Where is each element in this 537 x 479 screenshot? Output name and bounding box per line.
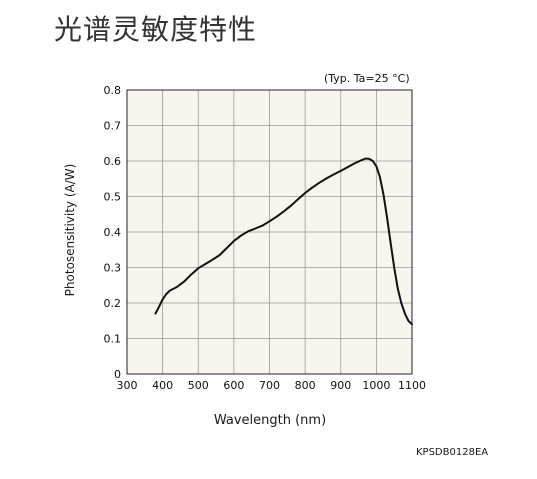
photosensitivity-curve — [154, 157, 413, 326]
x-tick-label: 500 — [188, 379, 209, 392]
plot-frame — [126, 89, 413, 375]
y-tick-labels: 0 0.1 0.2 0.3 0.4 0.5 0.6 0.7 0.8 — [104, 84, 122, 381]
y-tick-label: 0.6 — [104, 155, 122, 168]
x-tick-label: 600 — [223, 379, 244, 392]
x-tick-label: 1100 — [398, 379, 426, 392]
y-tick-label: 0.3 — [104, 262, 122, 275]
measurement-conditions: (Typ. Ta=25 °C) — [324, 72, 410, 85]
grid-lines — [127, 90, 412, 374]
x-axis-label: Wavelength (nm) — [213, 413, 327, 428]
y-tick-label: 0.2 — [104, 297, 122, 310]
y-tick-label: 0 — [114, 368, 121, 381]
y-tick-label: 0.7 — [104, 120, 122, 133]
y-tick-label: 0.4 — [104, 226, 122, 239]
y-tick-label: 0.8 — [104, 84, 122, 97]
y-tick-label: 0.5 — [104, 191, 122, 204]
chart-title: 光谱灵敏度特性 — [54, 13, 258, 46]
y-tick-label: 0.1 — [104, 333, 122, 346]
x-tick-label: 700 — [259, 379, 280, 392]
figure-code: KPSDB0128EA — [416, 447, 489, 458]
x-tick-label: 900 — [330, 379, 351, 392]
x-tick-label: 400 — [152, 379, 173, 392]
x-tick-label: 800 — [295, 379, 316, 392]
x-tick-label: 1000 — [362, 379, 390, 392]
x-tick-label: 300 — [117, 379, 138, 392]
x-tick-labels: 300 400 500 600 700 800 900 1000 1100 — [117, 379, 427, 392]
